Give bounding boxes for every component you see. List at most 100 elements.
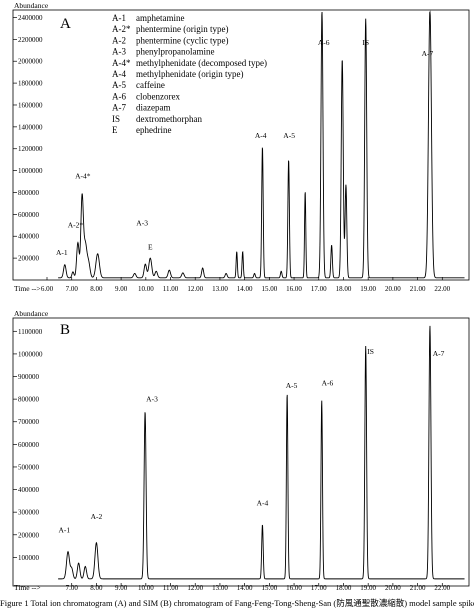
x-tick-label: 18.00 [336,584,352,592]
x-tick-label: 7.00 [66,285,79,293]
peak-apex [150,258,151,259]
x-tick-label: 6.00 [41,285,54,293]
x-tick-label: 17.00 [311,285,327,293]
x-tick-label: 14.00 [237,584,253,592]
peak-apex [85,566,86,567]
x-tick-label: 9.00 [115,285,128,293]
peak-label: A-4* [75,171,91,180]
y-tick-label: 2400000 [18,14,43,22]
peak-apex [254,273,255,274]
x-tick-label: 11.00 [163,584,179,592]
y-tick-label: 400000 [18,233,40,241]
y-tick-label: 200000 [18,255,40,263]
y-axis-label: Abundance [14,309,49,318]
peak-label: A-1 [56,248,68,257]
legend-code: A-3 [112,47,126,57]
x-tick-label: 20.00 [385,584,401,592]
figure-caption: Figure 1 Total ion chromatogram (A) and … [0,598,474,608]
legend-name: caffeine [136,80,165,90]
x-tick-label: 13.00 [212,584,228,592]
peak-apex [321,400,322,401]
peak-apex [202,267,203,268]
peak-apex [288,159,289,160]
x-tick-label: 13.00 [212,285,228,293]
peak-label: A-6 [318,38,330,47]
peak-apex [342,58,343,59]
y-tick-label: 100000 [18,554,40,562]
x-tick-label: 8.00 [90,285,103,293]
peak-apex [77,242,78,243]
peak-label: A-2 [91,512,103,521]
legend-code: A-2* [112,24,131,34]
legend-name: phentermine (cyclic type) [136,35,228,45]
peak-label: A-4 [257,498,269,507]
x-tick-label: 10.00 [138,584,154,592]
peak-apex [67,551,68,552]
legend-code: A-7 [112,103,126,113]
x-tick-label: 22.00 [434,285,450,293]
x-tick-label: 11.00 [163,285,179,293]
peak-apex [78,562,79,563]
peak-apex [305,191,306,192]
peak-label: IS [367,347,374,356]
peak-apex [287,393,288,394]
peak-label: A-5 [286,381,298,390]
peak-label: A-2* [68,220,84,229]
y-tick-label: 900000 [18,373,40,381]
peak-label: A-7 [422,49,434,58]
legend-name: methylphenidate (origin type) [136,69,243,79]
peak-apex [156,271,157,272]
peak-apex [242,251,243,252]
peak-apex [71,568,72,569]
peak-apex [321,11,322,12]
y-tick-label: 700000 [18,418,40,426]
peak-label: A-4 [255,131,267,140]
peak-apex [144,411,145,412]
y-tick-label: 1000000 [18,167,43,175]
peak-apex [236,251,237,252]
peak-apex [64,264,65,265]
peak-label: IS [362,38,369,47]
legend-code: A-6 [112,91,126,101]
x-tick-label: 20.00 [385,285,401,293]
peak-apex [262,524,263,525]
legend-code: A-4 [112,69,126,79]
legend-code: A-1 [112,13,126,23]
peak-label: A-1 [58,526,70,535]
peak-apex [262,146,263,147]
y-tick-label: 1400000 [18,123,43,131]
plot-frame [12,9,470,281]
peak-label: A-3 [146,394,158,403]
y-tick-label: 200000 [18,531,40,539]
peak-apex [81,196,82,197]
y-tick-label: 300000 [18,509,40,517]
y-tick-label: 2000000 [18,58,43,66]
x-tick-label: 16.00 [286,584,302,592]
x-tick-label: 15.00 [261,285,277,293]
peak-apex [365,18,366,19]
peak-label: A-3 [136,218,148,227]
x-tick-label: 22.00 [434,584,450,592]
x-tick-label: 8.00 [90,584,103,592]
panel-label: A [60,16,71,32]
y-tick-label: 800000 [18,396,40,404]
chart-panel-b: Abundance B 100000 200000 300000 400000 500000… [12,309,470,592]
y-axis-label: Abundance [14,1,49,10]
legend-name: amphetamine [136,13,184,23]
y-tick-label: 1200000 [18,145,43,153]
peak-apex [169,270,170,271]
x-tick-label: 21.00 [410,285,426,293]
legend-code: A-4* [112,58,131,68]
y-tick-label: 1100000 [18,328,43,336]
y-tick-label: 1600000 [18,101,43,109]
legend-name: phentermine (origin type) [136,24,228,34]
peak-apex [331,244,332,245]
x-tick-label: 17.00 [311,584,327,592]
peak-apex [345,184,346,185]
y-tick-label: 600000 [18,441,40,449]
peak-apex [429,11,430,12]
peak-apex [281,271,282,272]
x-tick-label: 10.00 [138,285,154,293]
